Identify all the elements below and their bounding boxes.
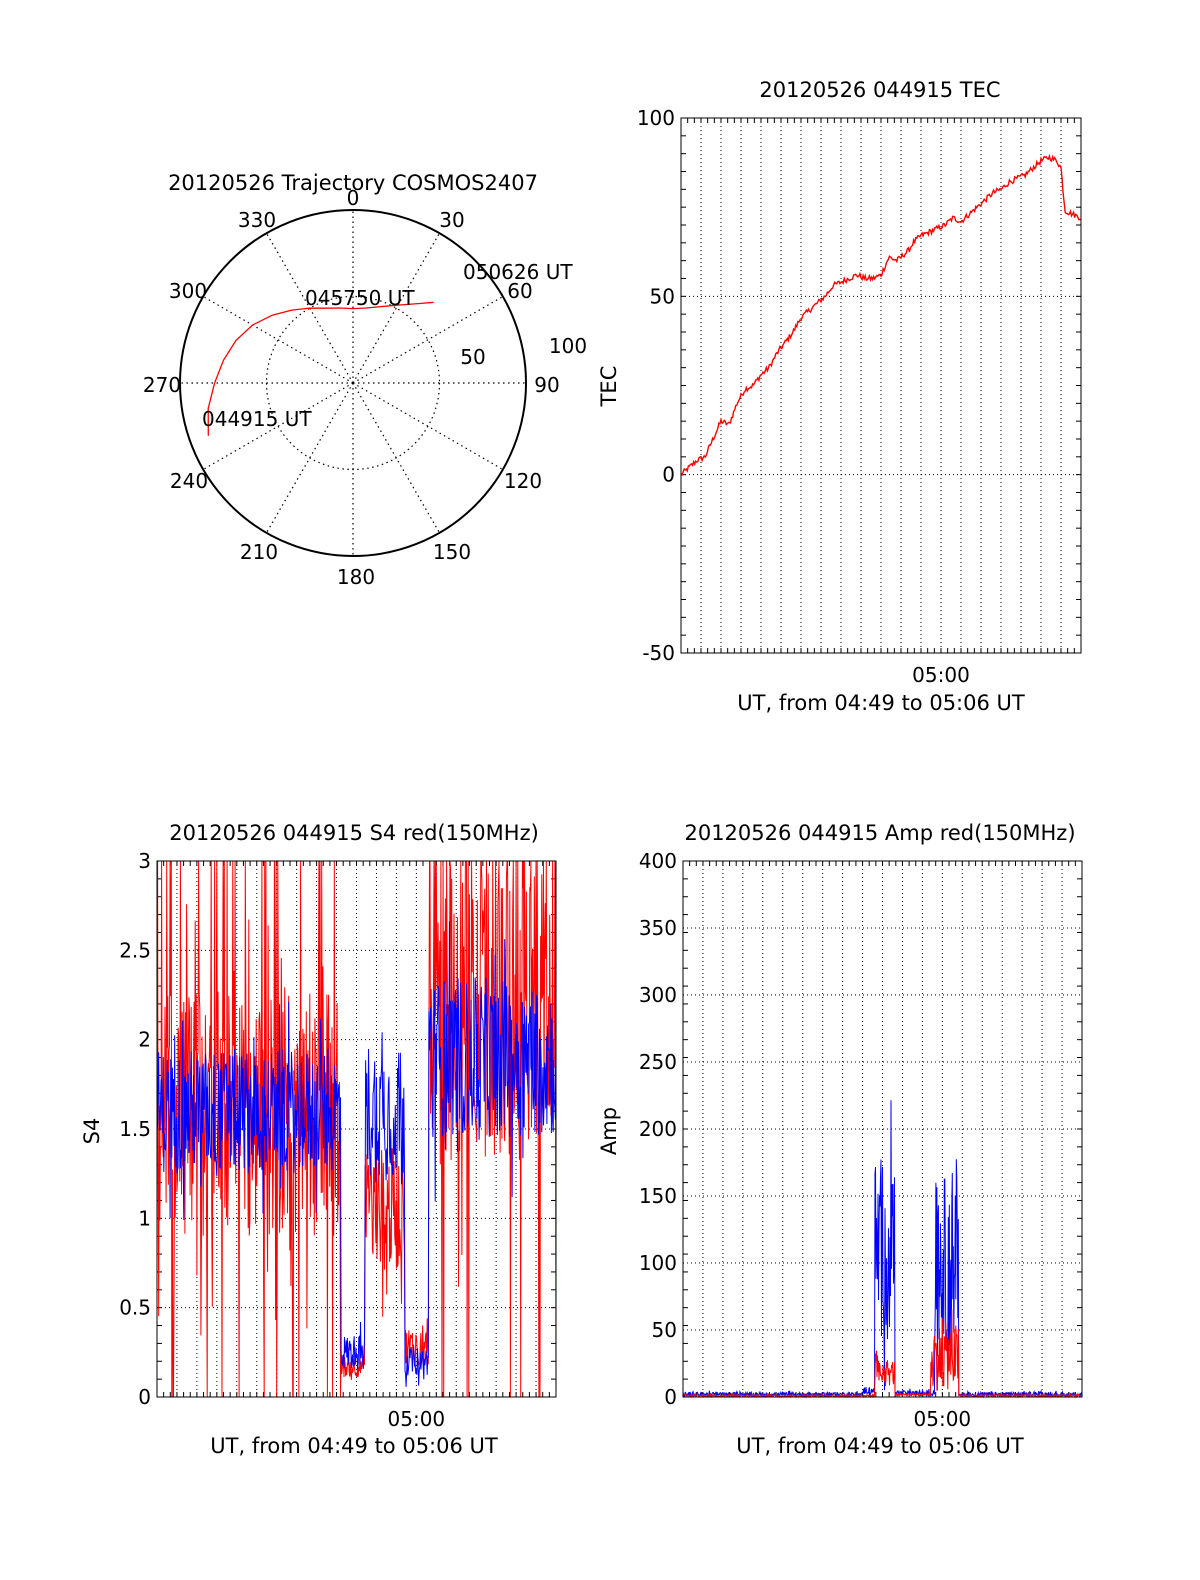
amp-x-axis-label: UT, from 04:49 to 05:06 UT [736,1434,1024,1458]
azimuth-label: 0 [347,186,360,210]
s4-red-series-line [156,860,557,1398]
y-tick-label: 0.5 [119,1296,151,1320]
azimuth-label: 330 [238,208,276,232]
y-tick-label: 50 [652,1318,677,1342]
s4-plot-frame [156,860,557,1398]
polar-spoke [352,232,441,384]
tec-series-line [680,153,1082,477]
s4-y-axis-label: S4 [80,1118,104,1145]
y-tick-label: 400 [639,849,677,873]
azimuth-label: 120 [504,469,542,493]
y-tick-label: 1.5 [119,1117,151,1141]
time-annotation: 045750 UT [305,286,415,310]
polar-azimuth-labels: 0 30 60 90 120 150 180 210 240 270 300 330 [143,186,560,589]
y-tick-label: 0 [662,463,675,487]
polar-title: 20120526 Trajectory COSMOS2407 [168,171,538,195]
polar-ring [265,295,441,471]
y-tick-label: 2 [138,1028,151,1052]
azimuth-label: 210 [240,540,278,564]
azimuth-label: 150 [433,540,471,564]
amp-title: 20120526 044915 Amp red(150MHz) [684,821,1075,845]
polar-trajectory-chart: 20120526 Trajectory COSMOS2407 0 30 60 90 12… [143,171,587,589]
y-tick-label: 0 [138,1385,151,1409]
y-tick-label: 0 [664,1385,677,1409]
y-tick-label: 300 [639,983,677,1007]
y-tick-label: 250 [639,1050,677,1074]
s4-y-tick-labels: 0 0.5 1 1.5 2 2.5 3 [119,849,151,1409]
y-tick-label: 100 [637,106,675,130]
y-tick-label: 350 [639,916,677,940]
y-tick-label: 200 [639,1117,677,1141]
amp-x-tick-label: 05:00 [914,1407,972,1431]
tec-y-tick-labels: -50 0 50 100 [637,106,675,665]
azimuth-label: 30 [439,208,464,232]
y-tick-label: -50 [642,641,675,665]
azimuth-label: 240 [170,469,208,493]
y-tick-label: 3 [138,849,151,873]
amp-grid [683,860,1082,1398]
amp-y-tick-labels: 0 50 100 150 200 250 300 350 400 [639,849,677,1409]
azimuth-label: 180 [337,565,375,589]
polar-spoke [352,295,504,384]
tec-grid [681,117,1081,654]
tec-y-axis-label: TEC [597,366,621,408]
azimuth-label: 90 [534,373,559,397]
y-tick-label: 150 [639,1184,677,1208]
tec-x-tick-label: 05:00 [912,663,970,687]
tec-x-axis-label: UT, from 04:49 to 05:06 UT [737,691,1025,715]
amp-chart: 20120526 044915 Amp red(150MHz) 0 50 100 15… [597,821,1083,1458]
azimuth-label: 300 [169,279,207,303]
polar-radial-labels: 50 100 [460,334,587,369]
satellite-track-line [207,301,434,436]
y-tick-label: 1 [138,1206,151,1230]
amp-blue-series-line [682,1100,1083,1399]
tec-chart: 20120526 044915 TEC -50 0 50 100 05:00 UT, … [597,78,1082,715]
tec-title: 20120526 044915 TEC [759,78,1000,102]
time-annotation: 050626 UT [463,260,573,284]
amp-y-axis-label: Amp [597,1107,621,1155]
polar-time-annotations: 050626 UT 045750 UT 044915 UT [202,260,573,431]
time-annotation: 044915 UT [202,407,312,431]
s4-title: 20120526 044915 S4 red(150MHz) [169,821,539,845]
s4-x-axis-label: UT, from 04:49 to 05:06 UT [210,1434,498,1458]
polar-spoke [202,295,354,384]
polar-outer-circle [179,209,527,557]
s4-blue-series-line [156,921,557,1387]
y-tick-label: 100 [639,1251,677,1275]
y-tick-label: 2.5 [119,938,151,962]
radial-label: 50 [460,345,485,369]
amp-plot-frame [682,860,1083,1398]
s4-chart: 20120526 044915 S4 red(150MHz) 0 0.5 1 1.5 2… [80,821,557,1458]
radial-label: 100 [549,334,587,358]
azimuth-label: 270 [143,373,181,397]
azimuth-label: 60 [507,279,532,303]
s4-x-tick-label: 05:00 [388,1407,446,1431]
amp-red-series-line [682,1309,1083,1399]
polar-grid [180,210,526,556]
tec-plot-frame [680,117,1082,654]
y-tick-label: 50 [650,284,675,308]
